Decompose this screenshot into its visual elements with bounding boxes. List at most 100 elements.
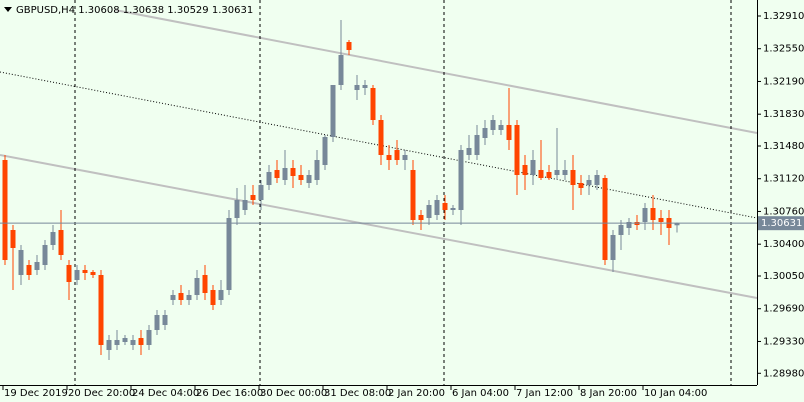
candle-body — [530, 160, 536, 175]
candle-body — [418, 215, 424, 220]
y-tick-label: 1.31830 — [763, 109, 804, 120]
candle-body — [98, 275, 104, 345]
candle-body — [610, 235, 616, 260]
candle-body — [154, 315, 160, 330]
candle-body — [138, 338, 144, 345]
candle-body — [274, 170, 280, 178]
x-tick-label: 31 Dec 08:00 — [324, 388, 391, 399]
candle-body — [378, 120, 384, 155]
y-tick-label: 1.29690 — [763, 304, 804, 315]
y-tick-label: 1.30760 — [763, 206, 804, 217]
candle-body — [290, 168, 296, 176]
candle-body — [258, 185, 264, 200]
y-tick-label: 1.31480 — [763, 141, 804, 152]
candle-body — [66, 265, 72, 282]
x-tick-label: 6 Jan 04:00 — [452, 388, 509, 399]
channel — [0, 9, 758, 299]
candle-body — [434, 200, 440, 215]
candle-body — [410, 170, 416, 220]
candle-body — [338, 55, 344, 85]
candle-body — [650, 208, 656, 220]
x-tick-label: 30 Dec 00:00 — [260, 388, 327, 399]
candle-body — [490, 120, 496, 130]
x-tick-label: 7 Jan 12:00 — [516, 388, 573, 399]
y-tick-label: 1.32910 — [763, 11, 804, 22]
candle-body — [250, 195, 256, 200]
candle-body — [234, 200, 240, 218]
channel-lower — [0, 154, 758, 299]
candle-body — [58, 230, 64, 255]
candle-body — [578, 183, 584, 188]
candle-body — [450, 208, 456, 210]
candle-body — [570, 170, 576, 185]
candle-body — [162, 315, 168, 325]
candle-body — [346, 42, 352, 50]
x-tick-label: 24 Dec 04:00 — [132, 388, 199, 399]
x-tick-label: 2 Jan 20:00 — [388, 388, 445, 399]
candle-body — [306, 175, 312, 183]
candle-body — [426, 205, 432, 218]
candle-body — [194, 278, 200, 295]
y-tick-label: 1.31120 — [763, 174, 804, 185]
y-tick-label: 1.32190 — [763, 76, 804, 87]
menu-arrow[interactable] — [4, 7, 12, 12]
candle-body — [314, 160, 320, 180]
candle-body — [74, 270, 80, 280]
candle-body — [594, 175, 600, 185]
y-tick-label: 1.32550 — [763, 44, 804, 55]
candle-body — [466, 148, 472, 155]
candle-body — [538, 170, 544, 178]
candle-body — [562, 170, 568, 175]
candle-body — [458, 150, 464, 210]
candle-body — [202, 275, 208, 293]
x-tick-label: 20 Dec 20:00 — [68, 388, 135, 399]
candle-body — [554, 170, 560, 175]
y-tick-label: 1.28980 — [763, 368, 804, 379]
chart-title: GBPUSD,H4 1.30608 1.30638 1.30529 1.3063… — [16, 5, 253, 16]
candle-body — [122, 338, 128, 342]
candle-body — [298, 175, 304, 180]
candle-body — [522, 165, 528, 175]
candle-body — [546, 172, 552, 178]
candle-body — [146, 330, 152, 345]
candle-body — [114, 340, 120, 345]
candle-body — [514, 125, 520, 175]
y-tick-label: 1.30400 — [763, 239, 804, 250]
candle-body — [18, 250, 24, 275]
candle-body — [330, 85, 336, 137]
x-tick-label: 26 Dec 16:00 — [196, 388, 263, 399]
candle-body — [626, 222, 632, 228]
candle-body — [10, 230, 16, 248]
candle-body — [218, 290, 224, 300]
candle-body — [362, 85, 368, 88]
candle-body — [386, 155, 392, 160]
candle-body — [266, 172, 272, 185]
candle-body — [474, 135, 480, 155]
candle-body — [506, 125, 512, 140]
candle-body — [242, 200, 248, 210]
price-label: 1.30631 — [761, 218, 802, 229]
candle-body — [618, 225, 624, 235]
candle-body — [482, 128, 488, 138]
candle-body — [178, 293, 184, 300]
channel-upper — [114, 9, 758, 134]
candle-body — [442, 203, 448, 210]
candle-body — [282, 168, 288, 180]
channel-middle — [0, 71, 758, 219]
price-label-box — [758, 216, 804, 231]
candle-body — [354, 85, 360, 90]
x-tick-label: 19 Dec 2019 — [4, 388, 68, 399]
candle-body — [322, 137, 328, 165]
candle-body — [34, 262, 40, 270]
candle-body — [186, 295, 192, 300]
candle-body — [394, 150, 400, 160]
candle-body — [642, 208, 648, 222]
y-tick-label: 1.30050 — [763, 271, 804, 282]
candle-body — [26, 265, 32, 275]
candle-body — [130, 340, 136, 345]
candle-body — [226, 218, 232, 290]
candle-body — [50, 232, 56, 245]
candle-body — [2, 160, 8, 260]
candle-body — [498, 125, 504, 130]
